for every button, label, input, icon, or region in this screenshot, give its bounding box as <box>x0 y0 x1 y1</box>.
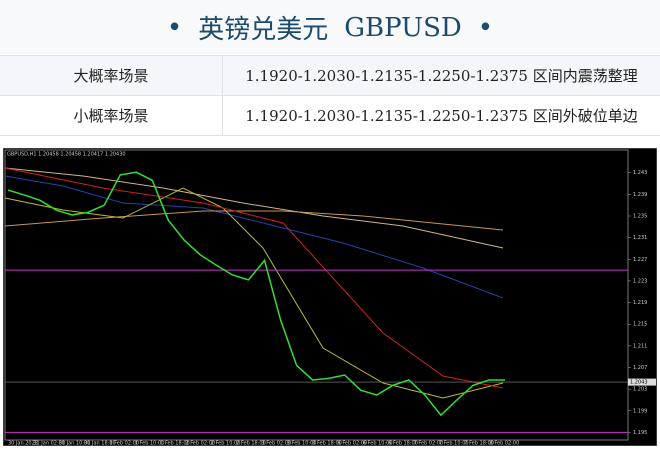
x-tick-label: 30 Jan 2023 <box>8 441 38 447</box>
x-tick-label: 8 Feb 02:00 <box>490 441 520 447</box>
x-tick-label: 1 Feb 18:00 <box>160 441 190 447</box>
cell: 1.1920-1.2030-1.2135-1.2250-1.2375 区间内震荡… <box>222 55 660 96</box>
y-tick-label: 1.215 <box>633 322 647 328</box>
x-tick-label: 3 Feb 02:00 <box>262 441 292 447</box>
x-tick-label: 1 Feb 10:00 <box>135 441 165 447</box>
chart-info: GBPUSD,H1 1.20458 1.20458 1.20417 1.2043… <box>7 152 126 158</box>
moving-average <box>4 167 504 389</box>
bullet: • <box>166 12 183 43</box>
title-en: GBPUSD <box>344 12 462 43</box>
x-tick-label: 7 Feb 02:00 <box>414 441 444 447</box>
y-tick-label: 1.239 <box>633 192 647 198</box>
y-tick-label: 1.195 <box>633 430 647 436</box>
y-tick-label: 1.203 <box>633 387 647 393</box>
title-cn: 英镑兑美元 <box>198 15 329 45</box>
y-tick-label: 1.223 <box>633 278 647 284</box>
x-tick-label: 2 Feb 02:00 <box>185 441 215 447</box>
price-line <box>7 171 505 417</box>
y-tick-label: 1.243 <box>633 170 647 176</box>
x-tick-label: 6 Feb 02:00 <box>338 441 368 447</box>
y-tick-label: 1.219 <box>633 300 647 306</box>
bullet: • <box>477 12 494 43</box>
x-tick-label: 7 Feb 10:00 <box>439 441 469 447</box>
x-tick-label: 3 Feb 18:00 <box>312 441 342 447</box>
y-tick-label: 1.235 <box>633 214 647 220</box>
y-tick-label: 1.227 <box>633 257 647 263</box>
moving-average <box>4 187 504 399</box>
cell: 1.1920-1.2030-1.2135-1.2250-1.2375 区间外破位… <box>222 95 660 136</box>
x-tick-label: 6 Feb 10:00 <box>363 441 393 447</box>
x-tick-label: 31 Jan 02:00 <box>33 441 65 447</box>
current-price-label: 1.2043 <box>630 380 648 386</box>
title-bar: • 英镑兑美元 GBPUSD • <box>0 0 660 55</box>
scenario-table: 大概率场景 1.1920-1.2030-1.2135-1.2250-1.2375 … <box>0 55 660 136</box>
chart-bg <box>3 148 657 446</box>
x-tick-label: 31 Jan 10:00 <box>59 441 91 447</box>
x-tick-label: 7 Feb 18:00 <box>464 441 494 447</box>
plot-frame <box>4 149 629 441</box>
x-tick-label: 3 Feb 10:00 <box>287 441 317 447</box>
moving-average <box>4 167 504 249</box>
x-tick-label: 6 Feb 18:00 <box>388 441 418 447</box>
x-tick-label: 2 Feb 10:00 <box>211 441 241 447</box>
y-tick-label: 1.231 <box>633 235 647 241</box>
y-tick-label: 1.199 <box>633 408 647 414</box>
chart: GBPUSD,H1 1.20458 1.20458 1.20417 1.2043… <box>3 148 657 446</box>
y-tick-label: 1.207 <box>633 365 647 371</box>
x-tick-label: 1 Feb 02:00 <box>109 441 139 447</box>
cell: 小概率场景 <box>0 95 223 136</box>
y-tick-label: 1.211 <box>633 343 647 349</box>
current-price-box <box>628 378 656 386</box>
cell: 大概率场景 <box>0 55 223 96</box>
x-tick-label: 2 Feb 18:00 <box>236 441 266 447</box>
x-tick-label: 31 Jan 18:00 <box>84 441 116 447</box>
moving-average <box>4 210 504 231</box>
moving-average <box>4 175 504 299</box>
